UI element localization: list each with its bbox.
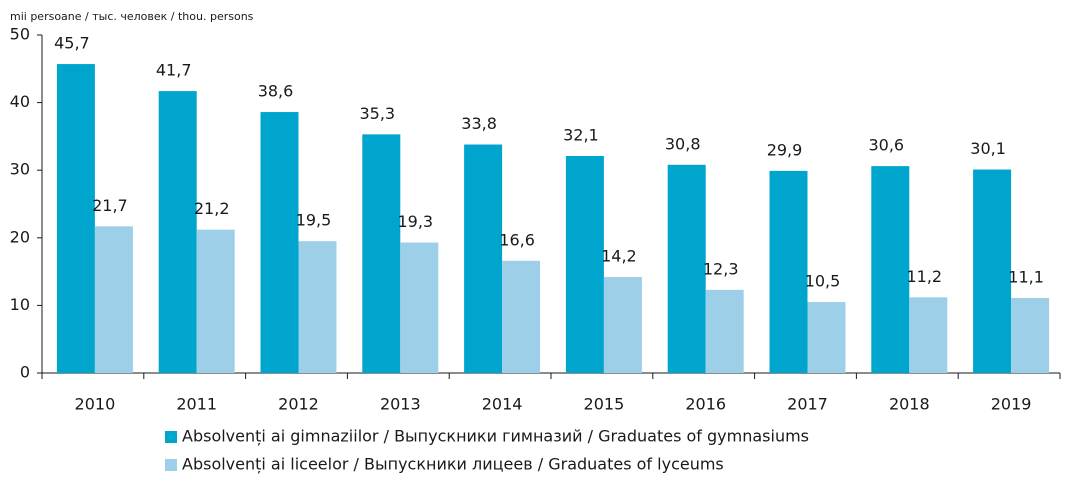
data-label: 41,7 (156, 61, 192, 80)
data-label: 11,2 (906, 267, 942, 286)
data-label: 35,3 (359, 104, 395, 123)
y-tick-label: 30 (10, 160, 30, 179)
data-label: 21,2 (194, 199, 230, 218)
x-tick-label: 2015 (584, 395, 625, 414)
data-label: 19,3 (397, 212, 433, 231)
bar (973, 169, 1012, 373)
x-tick-label: 2014 (482, 395, 523, 414)
x-tick-label: 2019 (991, 395, 1032, 414)
y-axis-label: mii persoane / тыс. человек / thou. pers… (10, 10, 254, 23)
bar (362, 134, 401, 373)
data-label: 11,1 (1008, 267, 1044, 286)
bar (769, 170, 808, 373)
data-label: 33,8 (461, 114, 497, 133)
y-tick-label: 0 (20, 363, 30, 382)
bar (196, 229, 235, 373)
data-label: 38,6 (258, 82, 294, 101)
y-tick-label: 10 (10, 295, 30, 314)
bar (464, 144, 503, 373)
x-tick-label: 2012 (278, 395, 319, 414)
bar (603, 277, 642, 373)
x-tick-label: 2018 (889, 395, 930, 414)
data-label: 14,2 (601, 247, 637, 266)
data-label: 30,1 (970, 139, 1006, 158)
x-tick-label: 2016 (685, 395, 726, 414)
bar (909, 297, 948, 373)
legend-label: Absolvenți ai gimnaziilor / Выпускники г… (182, 427, 809, 446)
data-label: 45,7 (54, 34, 90, 53)
legend-swatch (165, 459, 177, 471)
data-label: 30,6 (868, 136, 904, 155)
x-tick-label: 2013 (380, 395, 421, 414)
data-label: 30,8 (665, 134, 701, 153)
y-tick-label: 20 (10, 227, 30, 246)
bar (400, 242, 439, 373)
data-label: 12,3 (703, 259, 739, 278)
bar (94, 226, 133, 373)
bar (260, 112, 299, 374)
data-label: 10,5 (805, 272, 841, 291)
x-tick-label: 2011 (176, 395, 217, 414)
bar (502, 260, 541, 373)
x-tick-label: 2017 (787, 395, 828, 414)
y-tick-label: 50 (10, 25, 30, 44)
bar (565, 156, 604, 373)
bar (298, 241, 337, 373)
bar (56, 64, 95, 374)
bar (871, 166, 910, 373)
bar (1011, 297, 1050, 373)
data-label: 16,6 (499, 230, 535, 249)
bar (667, 164, 706, 373)
data-label: 21,7 (92, 196, 128, 215)
data-label: 29,9 (767, 140, 803, 159)
data-label: 32,1 (563, 126, 599, 145)
bar (807, 302, 846, 373)
data-label: 19,5 (296, 211, 332, 230)
x-tick-label: 2010 (75, 395, 116, 414)
bar (705, 289, 744, 373)
bar (158, 91, 197, 373)
y-tick-label: 40 (10, 92, 30, 111)
legend-label: Absolvenți ai liceelor / Выпускники лице… (182, 455, 724, 474)
legend-swatch (165, 431, 177, 443)
